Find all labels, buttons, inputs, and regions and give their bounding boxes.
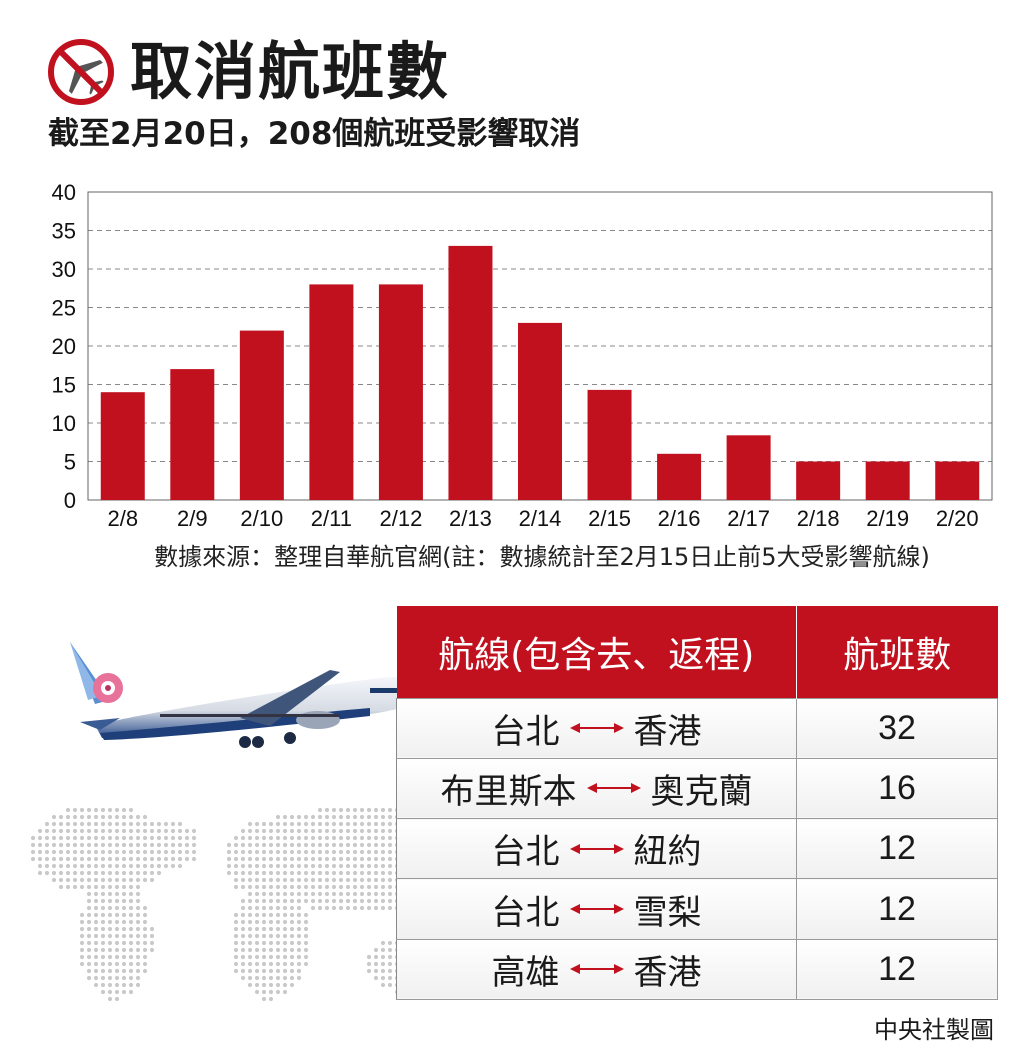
bar [170,369,215,500]
bar [935,461,980,500]
routes-table: 航線(包含去、返程) 航班數 台北 香港 32 布里斯本 奧克蘭 16 台北 紐約 12 台北 雪梨… [396,606,998,1001]
x-tick-label: 2/16 [658,506,701,531]
x-tick-label: 2/19 [866,506,909,531]
source-note: 數據來源：整理自華航官網(註：數據統計至2月15日止前5大受影響航線) [154,543,930,571]
x-tick-label: 2/15 [588,506,631,531]
table-row: 台北 香港 32 [396,697,998,759]
flight-count: 12 [796,878,998,940]
table-row: 台北 紐約 12 [396,818,998,880]
flight-count: 12 [796,818,998,880]
y-tick-label: 40 [52,180,76,205]
credit: 中央社製圖 [874,1016,994,1044]
double-arrow-icon [569,723,624,734]
bar [726,435,771,500]
chart-title: 取消航班數 [130,35,451,108]
y-tick-label: 30 [52,257,76,282]
x-tick-label: 2/12 [380,506,423,531]
x-tick-label: 2/13 [449,506,492,531]
x-tick-label: 2/9 [177,506,208,531]
double-arrow-icon [569,843,624,854]
route-cell: 台北 雪梨 [396,878,797,940]
y-tick-label: 20 [52,334,76,359]
double-arrow-icon [569,964,624,975]
route-origin: 台北 [491,892,560,933]
bar [309,284,354,500]
flight-count: 32 [796,697,998,759]
y-tick-label: 5 [64,450,76,475]
route-destination: 香港 [633,952,702,993]
y-tick-label: 0 [64,488,76,513]
table-row: 布里斯本 奧克蘭 16 [396,757,998,820]
bar [378,284,423,500]
x-tick-label: 2/11 [311,506,352,531]
x-tick-label: 2/17 [727,506,770,531]
route-destination: 奧克蘭 [650,771,753,812]
x-tick-label: 2/20 [936,506,979,531]
x-tick-label: 2/8 [107,506,138,531]
route-cell: 布里斯本 奧克蘭 [396,757,797,820]
x-tick-label: 2/14 [519,506,562,531]
route-destination: 紐約 [633,832,702,873]
bar [657,453,702,500]
y-tick-label: 15 [52,373,76,398]
route-destination: 香港 [633,711,702,752]
y-tick-label: 10 [52,411,76,436]
bar-chart: 0 5 10 15 20 25 30 35 40 2/8 2/9 2/10 2/11 2/12 2/13 2/… [52,180,993,531]
bar [448,245,493,500]
flight-count: 16 [796,757,998,820]
route-origin: 台北 [491,711,560,752]
table-row: 台北 雪梨 12 [396,878,998,940]
count-header: 航班數 [796,606,998,698]
x-tick-label: 2/10 [240,506,283,531]
title-block: 取消航班數 [46,34,450,110]
route-origin: 布里斯本 [440,771,577,812]
route-cell: 高雄 香港 [396,938,797,1001]
route-cell: 台北 紐約 [396,818,797,880]
bar [587,389,632,500]
bar [100,392,145,500]
bar [796,461,841,500]
route-origin: 台北 [491,832,560,873]
flight-count: 12 [796,938,998,1001]
route-origin: 高雄 [491,952,560,993]
double-arrow-icon [586,783,641,794]
bar [865,461,910,500]
y-tick-label: 25 [52,296,76,321]
route-cell: 台北 香港 [396,697,797,759]
double-arrow-icon [569,904,624,915]
route-destination: 雪梨 [633,892,702,933]
chart-subtitle: 截至2月20日，208個航班受影響取消 [48,116,581,152]
y-tick-label: 35 [52,219,76,244]
bar [239,330,284,500]
route-header: 航線(包含去、返程) [396,606,797,698]
airplane-illustration [70,642,427,748]
x-tick-label: 2/18 [797,506,840,531]
no-airplane-icon [48,39,114,105]
bar [518,322,562,500]
table-row: 高雄 香港 12 [396,938,998,1001]
